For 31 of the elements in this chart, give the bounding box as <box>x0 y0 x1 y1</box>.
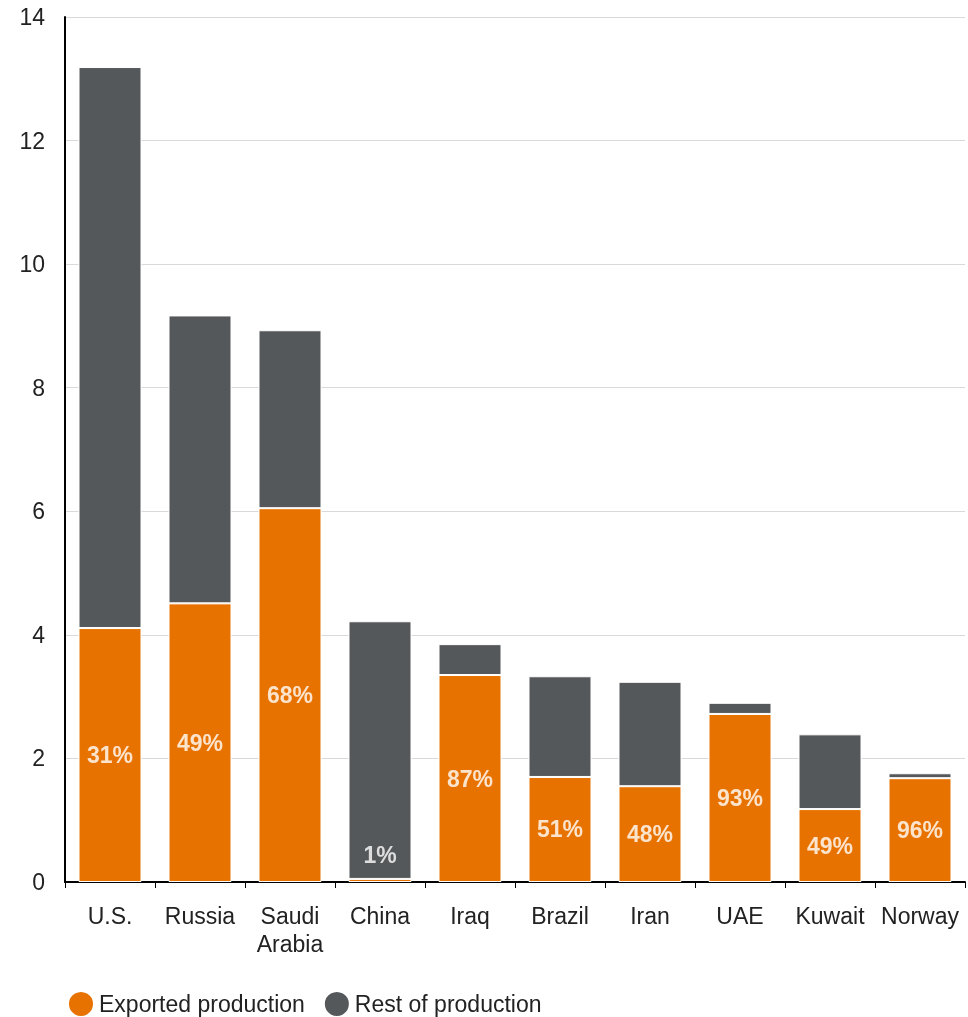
x-tick-label: Norway <box>881 903 960 929</box>
annotation: 31% <box>86 742 134 769</box>
annotation: 96% <box>896 817 944 844</box>
annotation: 1% <box>363 842 397 869</box>
y-tick-label: 14 <box>19 4 46 30</box>
x-tick-label: China <box>349 903 411 929</box>
x-tick-label: U.S. <box>87 903 133 929</box>
x-tick-label: Iraq <box>450 903 490 929</box>
annotation: 48% <box>626 821 674 848</box>
annotation: 68% <box>266 682 314 709</box>
y-tick-label: 8 <box>32 374 45 401</box>
bar <box>348 621 412 879</box>
annotation: 51% <box>536 816 584 843</box>
y-tick-label: 6 <box>32 498 45 525</box>
annotation: 93% <box>716 784 764 811</box>
y-tick-label: 2 <box>32 745 45 772</box>
annotation: 49% <box>806 832 854 859</box>
annotation: 49% <box>176 729 224 756</box>
x-tick-label: Saudi Arabia <box>256 903 324 957</box>
y-tick-label: 12 <box>19 127 45 154</box>
x-tick-label: Russia <box>164 903 236 929</box>
annotation: 87% <box>446 765 494 792</box>
legend-label: Rest of production <box>354 991 542 1017</box>
x-tick-label: UAE <box>716 903 764 929</box>
y-tick-label: 0 <box>32 869 45 895</box>
x-tick-label: Brazil <box>531 903 589 929</box>
legend-label: Exported production <box>99 991 305 1017</box>
y-tick-label: 10 <box>19 251 45 278</box>
y-tick-label: 4 <box>32 621 46 648</box>
x-tick-label: Kuwait <box>795 903 866 929</box>
x-tick-label: Iran <box>630 903 670 929</box>
